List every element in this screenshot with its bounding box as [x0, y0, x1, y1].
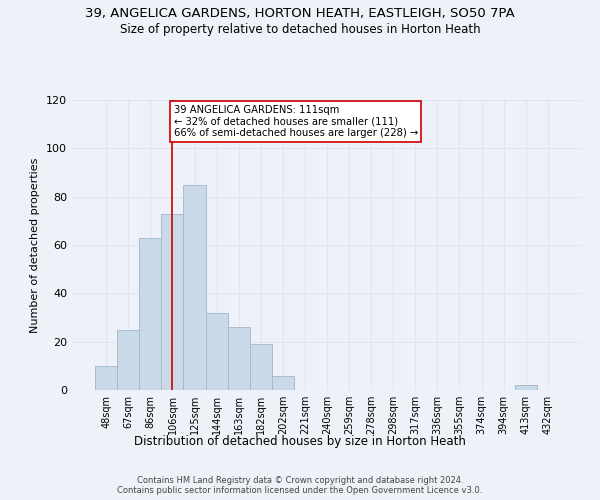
Text: Distribution of detached houses by size in Horton Heath: Distribution of detached houses by size … [134, 435, 466, 448]
Bar [184, 184, 206, 390]
Y-axis label: Number of detached properties: Number of detached properties [31, 158, 40, 332]
Bar [250, 344, 272, 390]
Bar [206, 312, 227, 390]
Bar [95, 366, 117, 390]
Text: Contains HM Land Registry data © Crown copyright and database right 2024.
Contai: Contains HM Land Registry data © Crown c… [118, 476, 482, 495]
Text: Size of property relative to detached houses in Horton Heath: Size of property relative to detached ho… [119, 22, 481, 36]
Bar [139, 238, 161, 390]
Bar [117, 330, 139, 390]
Text: 39, ANGELICA GARDENS, HORTON HEATH, EASTLEIGH, SO50 7PA: 39, ANGELICA GARDENS, HORTON HEATH, EAST… [85, 8, 515, 20]
Bar [161, 214, 184, 390]
Bar [227, 327, 250, 390]
Bar [515, 385, 537, 390]
Text: 39 ANGELICA GARDENS: 111sqm
← 32% of detached houses are smaller (111)
66% of se: 39 ANGELICA GARDENS: 111sqm ← 32% of det… [173, 105, 418, 138]
Bar [272, 376, 294, 390]
